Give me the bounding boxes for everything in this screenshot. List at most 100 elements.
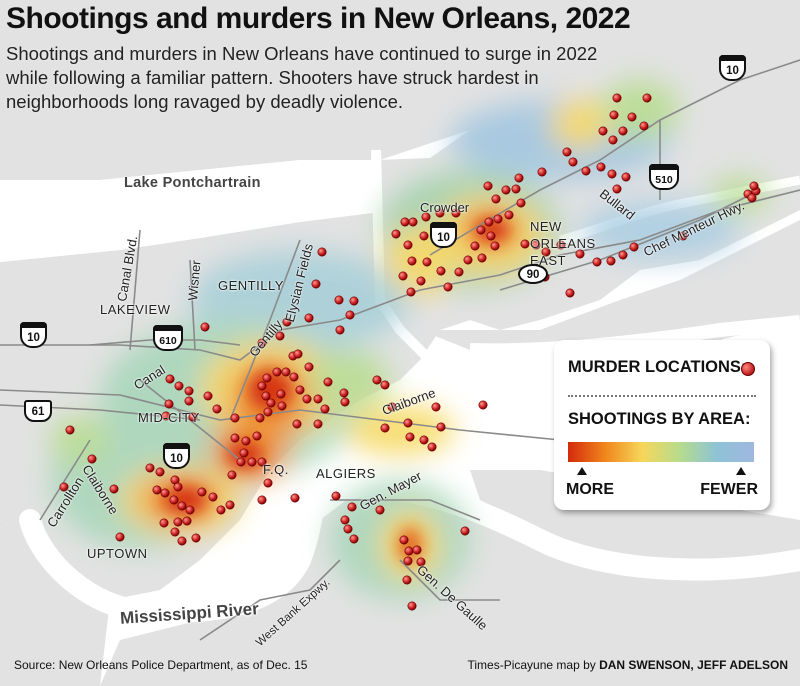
murder-location-dot	[115, 532, 125, 542]
murder-location-dot	[380, 380, 390, 390]
label-fq: F.Q.	[263, 462, 289, 477]
murder-location-dot	[490, 241, 500, 251]
murder-location-dot	[612, 93, 622, 103]
murder-location-dot	[293, 349, 303, 359]
murder-location-dot	[173, 482, 183, 492]
murder-location-dot	[227, 470, 237, 480]
murder-location-dot	[621, 172, 631, 182]
murder-location-dot	[747, 193, 757, 203]
murder-location-dot	[403, 240, 413, 250]
murder-location-dot	[272, 367, 282, 377]
mississippi-river	[19, 476, 800, 624]
legend-murder-dot	[741, 362, 755, 376]
murder-location-dot	[431, 402, 441, 412]
murder-location-dot	[608, 135, 618, 145]
us-61-shield: 61	[24, 400, 52, 422]
i10-ne-road	[429, 59, 800, 256]
murder-location-dot	[257, 381, 267, 391]
legend-murder-label: MURDER LOCATIONS:	[568, 358, 747, 376]
land-algiers-east	[470, 470, 800, 570]
label-mid-city: MID-CITY	[138, 410, 200, 425]
murder-location-dot	[257, 495, 267, 505]
murder-location-dot	[252, 431, 262, 441]
murder-location-dot	[216, 505, 226, 515]
murder-location-dot	[247, 457, 257, 467]
murder-location-dot	[436, 266, 446, 276]
credit-prefix: Times-Picayune map by	[467, 658, 600, 672]
murder-location-dot	[304, 313, 314, 323]
label-algiers: ALGIERS	[316, 466, 376, 481]
murder-location-dot	[331, 491, 341, 501]
interstate-10-shield-west: 10	[20, 322, 47, 348]
murder-location-dot	[311, 279, 321, 289]
murder-location-dot	[421, 212, 431, 222]
murder-location-dot	[606, 256, 616, 266]
murder-location-dot	[514, 173, 524, 183]
murder-location-dot	[145, 463, 155, 473]
canal-blvd-road	[129, 229, 141, 351]
murder-location-dot	[419, 435, 429, 445]
murder-location-dot	[239, 448, 249, 458]
murder-location-dot	[541, 247, 551, 257]
murder-location-dot	[436, 422, 446, 432]
murder-location-dot	[486, 231, 496, 241]
murder-location-dot	[372, 375, 382, 385]
murder-location-dot	[184, 396, 194, 406]
murder-location-dot	[454, 267, 464, 277]
murder-location-dot	[403, 418, 413, 428]
murder-location-dot	[435, 208, 445, 218]
murder-location-dot	[262, 373, 272, 383]
murder-location-dot	[200, 322, 210, 332]
page-title: Shootings and murders in New Orleans, 20…	[6, 2, 631, 35]
interstate-10-shield-mid: 10	[163, 443, 190, 469]
legend-more-label: MORE	[566, 481, 614, 498]
murder-location-dot	[406, 287, 416, 297]
interstate-510-shield: 510	[649, 164, 679, 190]
murder-location-dot	[407, 256, 417, 266]
murder-location-dot	[159, 518, 169, 528]
murder-location-dot	[478, 400, 488, 410]
i10-road	[0, 189, 800, 361]
murder-location-dot	[451, 208, 461, 218]
label-gentilly: GENTILLY	[218, 278, 284, 293]
murder-location-dot	[241, 436, 251, 446]
legend-fewer-label: FEWER	[700, 481, 758, 498]
murder-location-dot	[160, 488, 170, 498]
murder-location-dot	[493, 214, 503, 224]
murder-location-dot	[407, 601, 417, 611]
source-note: Source: New Orleans Police Department, a…	[14, 658, 308, 672]
murder-location-dot	[629, 242, 639, 252]
murder-location-dot	[275, 331, 285, 341]
murder-location-dot	[575, 249, 585, 259]
map-legend: MURDER LOCATIONS: SHOOTINGS BY AREA: MOR…	[554, 340, 770, 510]
credit-names: DAN SWENSON, JEFF ADELSON	[599, 658, 788, 672]
murder-location-dot	[405, 432, 415, 442]
murder-location-dot	[343, 524, 353, 534]
murder-location-dot	[612, 184, 622, 194]
map-credit: Times-Picayune map by DAN SWENSON, JEFF …	[467, 658, 788, 672]
murder-location-dot	[170, 527, 180, 537]
murder-location-dot	[188, 412, 198, 422]
murder-location-dot	[304, 362, 314, 372]
label-crowder: Crowder	[420, 200, 470, 215]
murder-location-dot	[375, 505, 385, 515]
murder-location-dot	[404, 546, 414, 556]
murder-location-dot	[263, 478, 273, 488]
murder-location-dot	[349, 534, 359, 544]
murder-location-dot	[501, 185, 511, 195]
interstate-610-shield: 610	[153, 325, 183, 351]
legend-color-ramp	[568, 442, 754, 462]
murder-location-dot	[618, 250, 628, 260]
murder-location-dot	[598, 126, 608, 136]
legend-fewer-marker	[736, 467, 746, 475]
wisner-road	[189, 259, 196, 351]
land-east-2	[420, 220, 800, 356]
murder-location-dot	[197, 487, 207, 497]
murder-location-dot	[460, 526, 470, 536]
murder-location-dot	[177, 536, 187, 546]
murder-location-dot	[596, 162, 606, 172]
murder-location-dot	[165, 374, 175, 384]
land-upper	[0, 0, 800, 180]
murder-location-dot	[504, 210, 514, 220]
label-uptown: UPTOWN	[87, 546, 148, 561]
